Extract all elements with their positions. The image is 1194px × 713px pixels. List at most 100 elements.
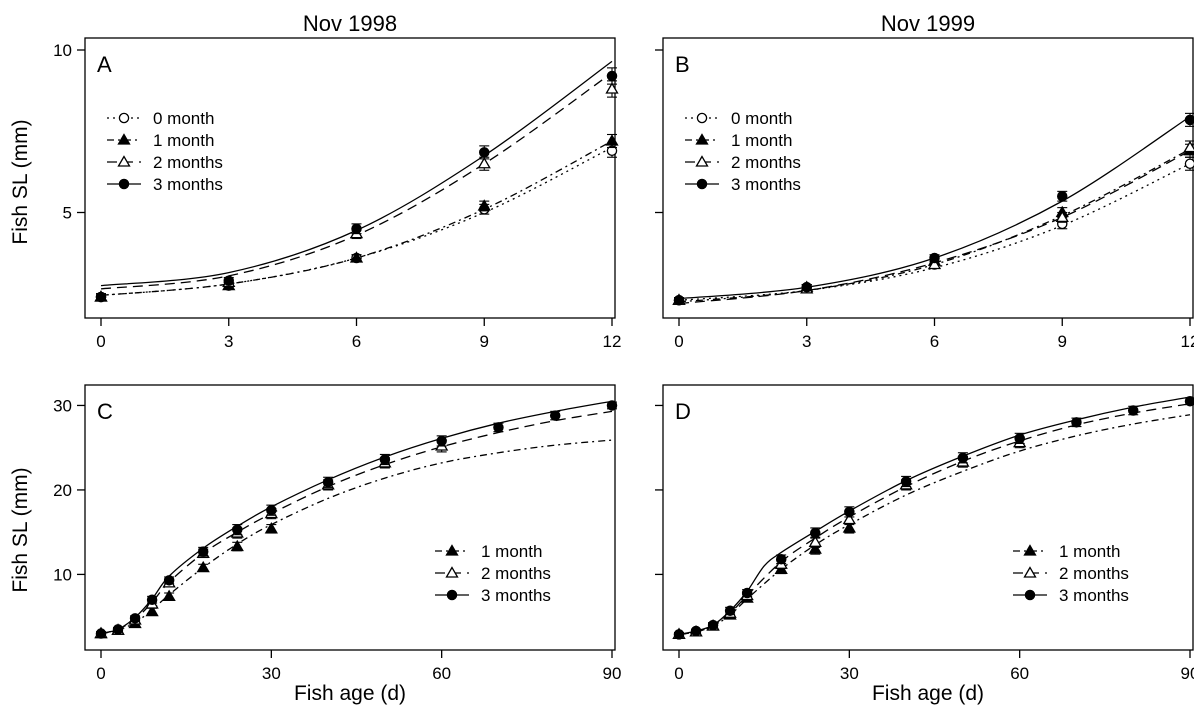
data-point [842,512,856,525]
legend-label: 2 months [731,153,801,172]
data-point [322,477,334,488]
legend-marker [117,133,131,145]
data-point [196,560,210,573]
data-point [606,400,618,411]
legend-marker [446,589,458,601]
data-point [146,594,158,606]
data-point [673,629,685,640]
x-tick-label: 60 [432,664,451,683]
y-tick-label: 10 [53,565,72,584]
legend-label: 0 month [731,109,792,128]
series-3-months [673,395,1194,640]
data-point [230,539,244,552]
data-point [145,604,159,617]
x-tick-label: 0 [96,664,105,683]
x-tick-label: 9 [1058,332,1067,351]
panel-B: B 0 3 6 9 12 0 month 1 month 2 months 3 months [655,37,1194,351]
legend-marker [696,112,708,124]
data-point [266,504,277,516]
data-point [351,223,362,234]
x-tick-label: 9 [480,332,489,351]
data-point [1127,405,1139,416]
data-point [112,624,124,635]
column-title-1998: Nov 1998 [303,11,397,36]
legend-label: 0 month [153,109,214,128]
panel-letter: B [675,52,690,77]
y-tick-label: 20 [53,481,72,500]
data-point [232,524,243,535]
legend-label: 1 month [153,131,214,150]
data-point [900,476,912,487]
plot-frame [662,384,1194,651]
data-point [1184,395,1194,407]
y-tick-label: 5 [63,204,72,223]
data-point [929,252,940,264]
x-tick-label: 90 [603,664,622,683]
legend-marker [1024,589,1036,601]
x-tick-label: 0 [96,332,105,351]
data-point [478,147,490,158]
data-point [842,521,856,533]
data-point [95,628,107,639]
legend-label: 1 month [731,131,792,150]
data-point [264,521,278,534]
data-point [957,452,969,464]
panel-A: A 0 3 6 9 12 5 10 0 month 1 month 2 months 3 months [53,37,621,351]
data-point [477,156,491,169]
x-tick-label: 12 [1181,332,1194,351]
panel-D: D 0 30 60 90 1 month 2 months 3 months [655,384,1194,683]
data-point [801,281,813,293]
data-point [436,435,447,447]
legend-label: 2 months [153,153,223,172]
data-point [605,82,619,94]
legend-marker [445,544,459,556]
data-point [549,410,561,421]
data-point [808,535,822,547]
fit-curve [678,148,1191,303]
x-tick-label: 3 [802,332,811,351]
series-1-month [94,439,613,639]
data-point [606,70,618,82]
data-point [129,613,141,624]
legend-marker [118,178,130,190]
data-point [223,275,234,286]
legend-marker [118,112,130,124]
data-point [605,134,619,146]
data-point [810,527,821,539]
legend-marker [695,133,709,145]
legend-label: 1 month [1059,542,1120,561]
data-point [493,422,504,433]
x-tick-label: 0 [674,332,683,351]
data-point [1184,158,1194,169]
data-point [197,546,209,557]
data-point [927,257,942,270]
data-point [707,619,719,631]
data-point [690,625,702,637]
y-tick-label: 10 [53,41,72,60]
legend-label: 3 months [153,175,223,194]
legend: 1 month 2 months 3 months [1013,542,1129,605]
legend-label: 3 months [481,586,551,605]
data-point [349,251,364,263]
panel-letter: D [675,399,691,424]
column-title-1999: Nov 1999 [881,11,975,36]
data-point [1057,190,1068,202]
legend-marker [1023,544,1037,556]
legend-label: 2 months [1059,564,1129,583]
fit-curve [678,150,1191,305]
data-point [162,589,176,602]
plot-frame [84,384,616,651]
panels: A 0 3 6 9 12 5 10 0 month 1 month 2 months 3 months… [53,37,1194,683]
data-point [1014,433,1025,444]
legend-label: 2 months [481,564,551,583]
data-point [844,506,855,518]
data-point [477,199,491,211]
x-axis-label-right: Fish age (d) [872,682,984,705]
panel-C: C 0 30 60 90 10 20 30 1 month 2 months 3 months [53,384,622,683]
legend-marker [696,178,708,190]
series-3-months [673,112,1194,306]
data-point [808,542,822,554]
y-axis-label-bottom: Fish SL (mm) [9,467,32,592]
x-tick-label: 3 [224,332,233,351]
